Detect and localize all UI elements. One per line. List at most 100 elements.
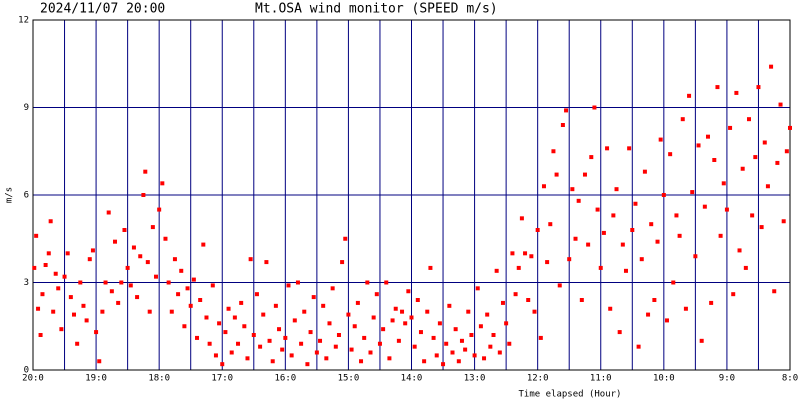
data-point — [346, 312, 351, 317]
data-point — [699, 338, 704, 343]
data-point — [352, 324, 357, 329]
data-point — [371, 315, 376, 320]
data-point — [453, 327, 458, 332]
data-point — [519, 216, 524, 221]
data-point — [737, 248, 742, 253]
data-point — [327, 321, 332, 326]
data-point — [232, 315, 237, 320]
data-point — [406, 289, 411, 294]
data-point — [308, 330, 313, 335]
data-point — [248, 257, 253, 262]
data-point — [286, 283, 291, 288]
data-point — [396, 338, 401, 343]
timestamp: 2024/11/07 20:00 — [40, 2, 165, 17]
data-point — [617, 330, 622, 335]
data-point — [627, 146, 632, 151]
data-point — [213, 353, 218, 358]
data-point — [775, 160, 780, 165]
data-point — [756, 85, 761, 90]
data-point — [251, 333, 256, 337]
data-point — [639, 257, 644, 262]
data-point — [652, 298, 657, 302]
data-point — [469, 333, 474, 337]
data-point — [56, 286, 61, 291]
data-point — [198, 298, 203, 302]
data-point — [254, 292, 259, 297]
data-point — [573, 236, 578, 241]
data-point — [551, 149, 556, 154]
data-point — [314, 350, 319, 355]
data-point — [623, 268, 628, 273]
data-point — [403, 321, 408, 326]
x-tick-label: 14:0 — [401, 374, 423, 384]
data-point — [731, 292, 736, 297]
data-point — [283, 335, 288, 340]
data-point — [245, 356, 250, 361]
data-point — [400, 309, 405, 314]
data-point — [188, 303, 193, 308]
data-point — [772, 289, 777, 294]
data-point — [81, 303, 86, 308]
x-tick-label: 19:0 — [85, 374, 107, 384]
y-tick-label: 12 — [18, 16, 29, 26]
data-point — [715, 85, 720, 90]
data-point — [494, 268, 499, 273]
data-point — [655, 239, 660, 244]
data-point — [538, 335, 543, 340]
data-point — [463, 347, 468, 352]
data-point — [138, 254, 143, 259]
data-point — [179, 268, 184, 273]
data-point — [236, 341, 241, 346]
data-point — [150, 225, 155, 230]
data-point — [630, 228, 635, 232]
data-point — [176, 292, 181, 297]
y-tick-label: 9 — [24, 103, 29, 113]
data-point — [390, 318, 395, 323]
data-point — [541, 184, 546, 189]
data-point — [554, 172, 559, 177]
data-point — [428, 265, 433, 270]
data-point — [311, 295, 316, 300]
data-point — [788, 125, 792, 130]
data-point — [567, 257, 572, 262]
data-point — [437, 321, 442, 326]
data-point — [415, 298, 420, 302]
data-point — [778, 102, 783, 107]
y-tick-label: 3 — [24, 278, 29, 288]
data-point — [59, 327, 64, 332]
data-point — [302, 309, 307, 314]
data-point — [586, 242, 591, 247]
data-point — [62, 274, 67, 279]
data-point — [362, 335, 367, 340]
data-point — [500, 300, 505, 305]
data-point — [523, 251, 528, 256]
data-point — [497, 350, 502, 355]
data-point — [295, 280, 300, 285]
data-point — [264, 260, 269, 265]
chart-title: Mt.OSA wind monitor (SPEED m/s) — [255, 2, 498, 17]
data-point — [185, 286, 190, 291]
data-point — [377, 341, 382, 346]
data-point — [576, 198, 581, 203]
data-point — [273, 303, 278, 308]
data-point — [299, 341, 304, 346]
data-point — [135, 295, 140, 300]
data-point — [507, 341, 512, 346]
data-point — [491, 333, 496, 337]
data-point — [172, 257, 177, 262]
data-point — [620, 242, 625, 247]
data-point — [318, 338, 323, 343]
data-point — [728, 125, 733, 130]
data-point — [113, 239, 118, 244]
data-point — [147, 309, 152, 314]
data-point — [601, 230, 606, 235]
data-point — [368, 350, 373, 355]
data-point — [526, 298, 531, 302]
data-point — [649, 222, 654, 227]
data-point — [611, 213, 616, 218]
data-point — [381, 327, 386, 332]
data-point — [595, 207, 600, 212]
data-point — [510, 251, 515, 256]
data-point — [90, 248, 95, 253]
data-point — [207, 341, 212, 346]
